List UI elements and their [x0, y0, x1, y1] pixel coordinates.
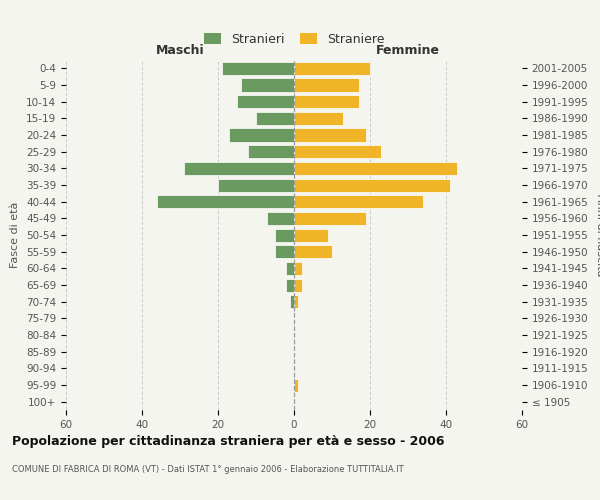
Legend: Stranieri, Straniere: Stranieri, Straniere: [199, 28, 389, 50]
Bar: [290, 295, 294, 308]
Bar: [218, 178, 294, 192]
Bar: [294, 378, 298, 392]
Text: Femmine: Femmine: [376, 44, 440, 57]
Bar: [275, 245, 294, 258]
Bar: [268, 212, 294, 225]
Bar: [294, 278, 302, 291]
Bar: [294, 212, 366, 225]
Text: Popolazione per cittadinanza straniera per età e sesso - 2006: Popolazione per cittadinanza straniera p…: [12, 435, 445, 448]
Bar: [294, 245, 332, 258]
Bar: [294, 228, 328, 241]
Bar: [248, 145, 294, 158]
Bar: [275, 228, 294, 241]
Bar: [294, 145, 382, 158]
Bar: [229, 128, 294, 141]
Bar: [294, 262, 302, 275]
Bar: [237, 95, 294, 108]
Bar: [294, 78, 359, 92]
Bar: [286, 262, 294, 275]
Bar: [294, 128, 366, 141]
Bar: [222, 62, 294, 75]
Text: COMUNE DI FABRICA DI ROMA (VT) - Dati ISTAT 1° gennaio 2006 - Elaborazione TUTTI: COMUNE DI FABRICA DI ROMA (VT) - Dati IS…: [12, 465, 404, 474]
Bar: [294, 195, 423, 208]
Y-axis label: Fasce di età: Fasce di età: [10, 202, 20, 268]
Bar: [294, 95, 359, 108]
Bar: [294, 295, 298, 308]
Bar: [256, 112, 294, 125]
Bar: [294, 162, 457, 175]
Bar: [241, 78, 294, 92]
Bar: [184, 162, 294, 175]
Bar: [294, 112, 343, 125]
Text: Maschi: Maschi: [155, 44, 205, 57]
Y-axis label: Anni di nascita: Anni di nascita: [595, 194, 600, 276]
Bar: [294, 62, 370, 75]
Bar: [294, 178, 450, 192]
Bar: [286, 278, 294, 291]
Bar: [157, 195, 294, 208]
